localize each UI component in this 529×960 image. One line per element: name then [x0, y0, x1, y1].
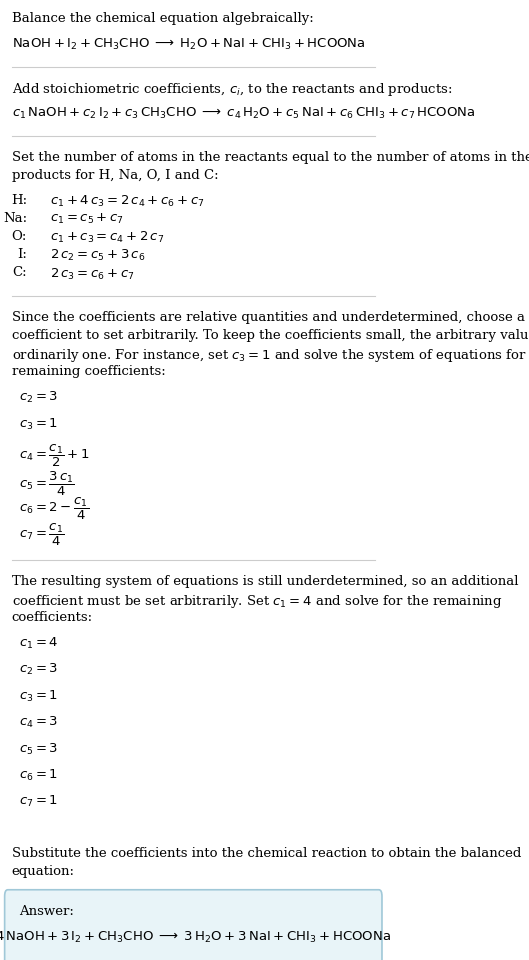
Text: $c_1 + c_3 = c_4 + 2\,c_7$: $c_1 + c_3 = c_4 + 2\,c_7$ — [50, 230, 165, 245]
Text: Since the coefficients are relative quantities and underdetermined, choose a: Since the coefficients are relative quan… — [12, 311, 525, 324]
Text: $c_4 = \dfrac{c_1}{2} + 1$: $c_4 = \dfrac{c_1}{2} + 1$ — [20, 443, 90, 469]
Text: $c_7 = \dfrac{c_1}{4}$: $c_7 = \dfrac{c_1}{4}$ — [20, 522, 65, 548]
Text: ordinarily one. For instance, set $c_3 = 1$ and solve the system of equations fo: ordinarily one. For instance, set $c_3 =… — [12, 348, 529, 364]
Text: $c_2 = 3$: $c_2 = 3$ — [20, 390, 59, 405]
Text: $\mathrm{NaOH} + \mathrm{I_2} + \mathrm{CH_3CHO}\;\longrightarrow\;\mathrm{H_2O}: $\mathrm{NaOH} + \mathrm{I_2} + \mathrm{… — [12, 37, 365, 53]
Text: $2\,c_3 = c_6 + c_7$: $2\,c_3 = c_6 + c_7$ — [50, 267, 135, 281]
Text: coefficient to set arbitrarily. To keep the coefficients small, the arbitrary va: coefficient to set arbitrarily. To keep … — [12, 329, 529, 342]
Text: $c_2 = 3$: $c_2 = 3$ — [20, 662, 59, 678]
Text: Add stoichiometric coefficients, $c_i$, to the reactants and products:: Add stoichiometric coefficients, $c_i$, … — [12, 82, 452, 99]
Text: Set the number of atoms in the reactants equal to the number of atoms in the: Set the number of atoms in the reactants… — [12, 151, 529, 163]
Text: Answer:: Answer: — [20, 904, 74, 918]
Text: $4\,\mathrm{NaOH} + 3\,\mathrm{I_2} + \mathrm{CH_3CHO}\;\longrightarrow\;3\,\mat: $4\,\mathrm{NaOH} + 3\,\mathrm{I_2} + \m… — [0, 929, 391, 945]
Text: $c_6 = 1$: $c_6 = 1$ — [20, 768, 58, 783]
Text: $c_1 = 4$: $c_1 = 4$ — [20, 636, 59, 651]
Text: Substitute the coefficients into the chemical reaction to obtain the balanced: Substitute the coefficients into the che… — [12, 847, 521, 860]
Text: remaining coefficients:: remaining coefficients: — [12, 365, 166, 378]
Text: Na:: Na: — [3, 212, 27, 225]
Text: $c_3 = 1$: $c_3 = 1$ — [20, 688, 58, 704]
FancyBboxPatch shape — [5, 890, 382, 960]
Text: $c_1\,\mathrm{NaOH} + c_2\,\mathrm{I_2} + c_3\,\mathrm{CH_3CHO}\;\longrightarrow: $c_1\,\mathrm{NaOH} + c_2\,\mathrm{I_2} … — [12, 107, 475, 121]
Text: $c_5 = \dfrac{3\,c_1}{4}$: $c_5 = \dfrac{3\,c_1}{4}$ — [20, 469, 75, 497]
Text: H:: H: — [11, 194, 27, 206]
Text: I:: I: — [17, 249, 27, 261]
Text: $c_4 = 3$: $c_4 = 3$ — [20, 715, 59, 731]
Text: Balance the chemical equation algebraically:: Balance the chemical equation algebraica… — [12, 12, 313, 25]
Text: The resulting system of equations is still underdetermined, so an additional: The resulting system of equations is sti… — [12, 575, 518, 588]
Text: $c_1 = c_5 + c_7$: $c_1 = c_5 + c_7$ — [50, 212, 124, 226]
Text: $c_3 = 1$: $c_3 = 1$ — [20, 417, 58, 432]
Text: equation:: equation: — [12, 865, 75, 877]
Text: $2\,c_2 = c_5 + 3\,c_6$: $2\,c_2 = c_5 + 3\,c_6$ — [50, 249, 145, 263]
Text: $c_5 = 3$: $c_5 = 3$ — [20, 741, 59, 756]
Text: $c_7 = 1$: $c_7 = 1$ — [20, 794, 58, 809]
Text: C:: C: — [13, 267, 27, 279]
Text: coefficient must be set arbitrarily. Set $c_1 = 4$ and solve for the remaining: coefficient must be set arbitrarily. Set… — [12, 592, 502, 610]
Text: $c_6 = 2 - \dfrac{c_1}{4}$: $c_6 = 2 - \dfrac{c_1}{4}$ — [20, 495, 89, 522]
Text: $c_1 + 4\,c_3 = 2\,c_4 + c_6 + c_7$: $c_1 + 4\,c_3 = 2\,c_4 + c_6 + c_7$ — [50, 194, 205, 208]
Text: products for H, Na, O, I and C:: products for H, Na, O, I and C: — [12, 169, 218, 181]
Text: coefficients:: coefficients: — [12, 611, 93, 624]
Text: O:: O: — [12, 230, 27, 243]
